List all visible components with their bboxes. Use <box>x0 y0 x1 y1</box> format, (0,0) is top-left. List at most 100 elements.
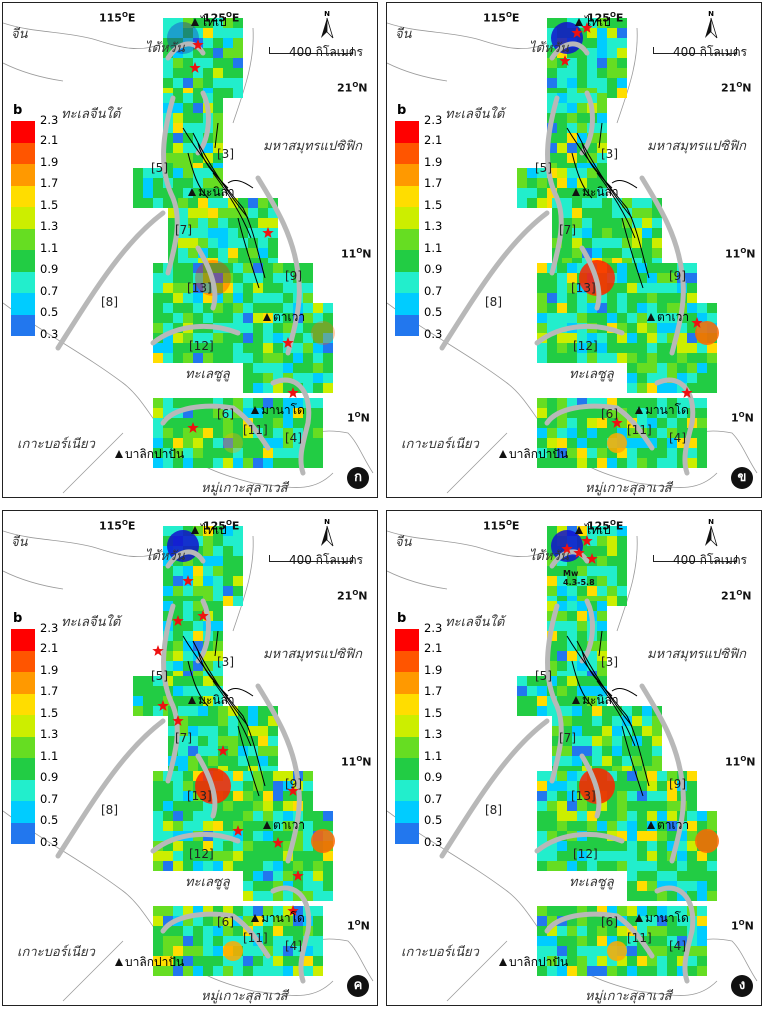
raster-cell <box>647 398 657 408</box>
raster-cell <box>143 168 153 178</box>
raster-cell <box>293 438 303 448</box>
raster-cell <box>667 956 677 966</box>
raster-cell <box>697 956 707 966</box>
raster-cell <box>667 831 677 841</box>
raster-cell <box>557 68 567 78</box>
fault-label-7: [7] <box>559 223 576 237</box>
raster-cell <box>253 448 263 458</box>
raster-cell <box>223 821 233 831</box>
raster-cell <box>577 791 587 801</box>
raster-cell <box>268 756 278 766</box>
raster-cell <box>183 313 193 323</box>
legend-tick: 0.3 <box>40 834 59 849</box>
raster-cell <box>258 248 268 258</box>
raster-cell <box>193 103 203 113</box>
magnitude-range-label: Mw 4.3-5.8 <box>563 569 595 587</box>
raster-cell <box>647 293 657 303</box>
raster-cell <box>293 956 303 966</box>
raster-cell <box>263 791 273 801</box>
raster-cell <box>203 851 213 861</box>
boundary-12 <box>150 323 241 346</box>
raster-cell <box>617 38 627 48</box>
map-panel-c: จีน ไต้หวัน ทะเลจีนใต้ มหาสมุทรแปซิฟิก ท… <box>2 510 378 1006</box>
legend-tick: 0.9 <box>424 262 443 276</box>
raster-cell <box>273 801 283 811</box>
raster-cell <box>203 966 213 976</box>
raster-cell <box>567 143 577 153</box>
scale-bar <box>269 47 353 54</box>
earthquake-star-icon <box>172 615 184 626</box>
raster-cell <box>173 641 183 651</box>
raster-cell <box>657 363 667 373</box>
raster-cell <box>233 781 243 791</box>
raster-cell <box>627 363 637 373</box>
raster-cell <box>223 428 233 438</box>
legend-swatch <box>395 822 419 844</box>
raster-cell <box>637 891 647 901</box>
raster-cell <box>163 333 173 343</box>
raster-cell <box>248 706 258 716</box>
legend-swatch <box>11 779 35 801</box>
raster-cell <box>647 841 657 851</box>
legend-title: b <box>397 103 407 118</box>
raster-cell <box>173 448 183 458</box>
raster-cell <box>243 831 253 841</box>
raster-cell <box>223 353 233 363</box>
boundary-9 <box>639 683 686 864</box>
raster-cell <box>263 851 273 861</box>
raster-cell <box>667 438 677 448</box>
triangle-icon <box>188 188 196 196</box>
legend-tick: 1.5 <box>40 197 59 212</box>
raster-cell <box>253 293 263 303</box>
raster-cell <box>622 716 632 726</box>
legend-swatch <box>395 250 419 272</box>
raster-cell <box>193 408 203 418</box>
north-arrow-icon: N <box>705 518 718 547</box>
raster-cell <box>193 263 203 273</box>
legend-tick: 0.7 <box>40 791 59 806</box>
raster-cell <box>617 293 627 303</box>
raster-cell <box>293 373 303 383</box>
panel-badge: ค <box>347 975 369 997</box>
fault-label-8: [8] <box>485 803 502 817</box>
triangle-icon <box>115 958 123 966</box>
raster-cell <box>203 526 213 536</box>
raster-cell <box>687 343 697 353</box>
legend-swatch <box>11 822 35 844</box>
raster-cell <box>577 621 587 631</box>
raster-cell <box>213 93 223 103</box>
raster-cell <box>253 418 263 428</box>
legend-swatch <box>11 228 35 250</box>
raster-cell <box>617 283 627 293</box>
raster-cell <box>517 198 527 208</box>
legend-swatch <box>395 185 419 207</box>
lat-1: 1ON <box>347 411 370 425</box>
raster-cell <box>263 448 273 458</box>
raster-cell <box>253 926 263 936</box>
raster-cell <box>203 58 213 68</box>
raster-cell <box>163 38 173 48</box>
raster-cell <box>622 208 632 218</box>
raster-cell <box>562 726 572 736</box>
raster-cell <box>198 736 208 746</box>
raster-cell <box>283 273 293 283</box>
raster-cell <box>587 586 597 596</box>
raster-cell <box>273 438 283 448</box>
raster-cell <box>283 831 293 841</box>
legend-tick: 2.1 <box>40 641 59 655</box>
raster-cell <box>223 526 233 536</box>
raster-cell <box>557 566 567 576</box>
raster-cell <box>238 198 248 208</box>
fault-label-5: [5] <box>151 669 168 683</box>
b-value-hotspot <box>607 941 627 961</box>
raster-cell <box>183 566 193 576</box>
boundary-9 <box>255 175 302 356</box>
raster-cell <box>198 726 208 736</box>
legend-swatch <box>11 801 35 823</box>
raster-cell <box>607 48 617 58</box>
raster-cell <box>587 906 597 916</box>
raster-cell <box>283 871 293 881</box>
city-taipei: ไทเป <box>191 521 227 540</box>
raster-cell <box>567 353 577 363</box>
raster-cell <box>632 218 642 228</box>
